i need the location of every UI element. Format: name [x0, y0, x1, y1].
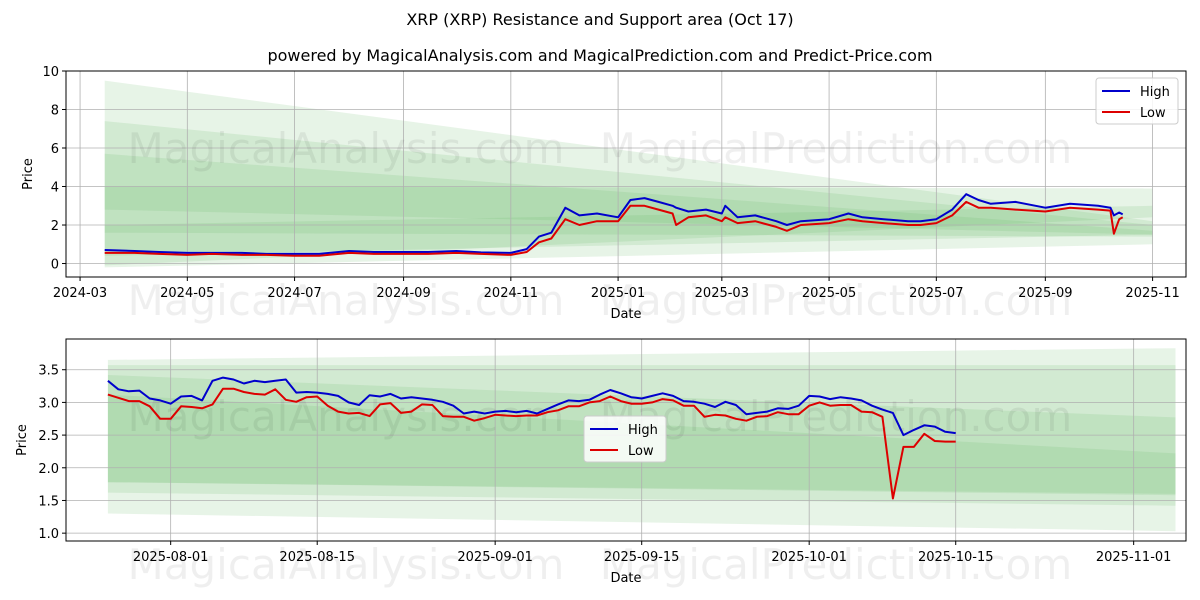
bottom-panel: MagicalAnalysis.com MagicalPrediction.com…: [15, 338, 1187, 589]
series-high-line: [104, 193, 1124, 255]
watermark-analysis-lower: MagicalAnalysis.com: [128, 276, 565, 325]
y-tick-label-1: 1.5: [38, 494, 59, 509]
ticks: 2024-03 2024-05 2024-07 2024-09 2024-11 2025-…: [42, 65, 1179, 301]
x-tick-label-2: 2025-09-01: [457, 550, 533, 565]
band-2: [104, 153, 1153, 235]
x-axis-label: Date: [610, 307, 641, 322]
legend-label-high: High: [628, 423, 658, 438]
x-tick-label-1: 2024-05: [160, 286, 214, 301]
x-tick-label-4: 2025-10-01: [771, 550, 847, 565]
y-tick-label-4: 3.0: [38, 396, 59, 411]
watermark-analysis: MagicalAnalysis.com: [128, 124, 565, 173]
x-tick-label-6: 2025-03: [695, 286, 749, 301]
band-3: [104, 186, 1153, 266]
y-tick-label-1: 2: [51, 219, 59, 234]
x-tick-label-4: 2024-11: [484, 286, 538, 301]
legend-label-low: Low: [628, 444, 654, 459]
watermark-analysis: MagicalAnalysis.com: [128, 392, 565, 441]
series-high-line: [107, 376, 956, 437]
x-tick-label-10: 2025-11: [1125, 286, 1179, 301]
x-tick-label-0: 2024-03: [53, 286, 107, 301]
y-axis-label: Price: [21, 158, 36, 190]
y-axis-label: Price: [15, 424, 30, 456]
grid: [66, 339, 1186, 541]
x-tick-label-9: 2025-09: [1018, 286, 1072, 301]
series-low-line: [107, 387, 956, 500]
y-tick-label-5: 10: [42, 65, 59, 80]
legend: High Low: [1095, 77, 1179, 125]
legend: High Low: [583, 415, 667, 463]
x-tick-label-5: 2025-01: [591, 286, 645, 301]
plot-frame: [65, 338, 1187, 542]
y-tick-label-2: 2.0: [38, 462, 59, 477]
x-tick-label-0: 2025-08-01: [133, 550, 209, 565]
y-tick-label-0: 0: [51, 258, 59, 273]
x-tick-label-6: 2025-11-01: [1096, 550, 1172, 565]
y-tick-label-4: 8: [51, 104, 59, 119]
series-low-line: [104, 200, 1124, 257]
chart-subtitle: powered by MagicalAnalysis.com and Magic…: [267, 46, 933, 65]
watermark-prediction-lower: MagicalPrediction.com: [600, 540, 1073, 589]
y-tick-label-0: 1.0: [38, 527, 59, 542]
y-tick-label-3: 2.5: [38, 429, 59, 444]
band-4: [104, 205, 1153, 256]
watermark-prediction: MagicalPrediction.com: [600, 392, 1073, 441]
x-tick-label-5: 2025-10-15: [918, 550, 994, 565]
watermarks: MagicalAnalysis.com MagicalPrediction.com…: [128, 124, 1073, 325]
series-group: [107, 376, 956, 500]
y-tick-label-5: 3.5: [38, 364, 59, 379]
x-tick-label-8: 2025-07: [909, 286, 963, 301]
top-panel: MagicalAnalysis.com MagicalPrediction.com…: [21, 65, 1187, 325]
watermark-analysis-lower: MagicalAnalysis.com: [128, 540, 565, 589]
x-tick-label-3: 2024-09: [376, 286, 430, 301]
chart-title: XRP (XRP) Resistance and Support area (O…: [406, 10, 794, 29]
x-axis-label: Date: [610, 571, 641, 586]
y-tick-label-2: 4: [51, 181, 59, 196]
legend-label-low: Low: [1140, 106, 1166, 121]
y-tick-label-3: 6: [51, 142, 59, 157]
watermark-prediction: MagicalPrediction.com: [600, 124, 1073, 173]
plot-frame: [65, 70, 1187, 278]
ticks: 2025-08-01 2025-08-15 2025-09-01 2025-09-15…: [38, 364, 1171, 565]
legend-label-high: High: [1140, 85, 1170, 100]
band-1: [104, 121, 1153, 237]
watermarks: MagicalAnalysis.com MagicalPrediction.com…: [128, 392, 1073, 589]
series-group: [104, 193, 1124, 257]
x-tick-label-7: 2025-05: [802, 286, 856, 301]
x-tick-label-1: 2025-08-15: [279, 550, 355, 565]
x-tick-label-3: 2025-09-15: [604, 550, 680, 565]
band-group: [104, 80, 1153, 268]
watermark-prediction-lower: MagicalPrediction.com: [600, 276, 1073, 325]
x-tick-label-2: 2024-07: [267, 286, 321, 301]
